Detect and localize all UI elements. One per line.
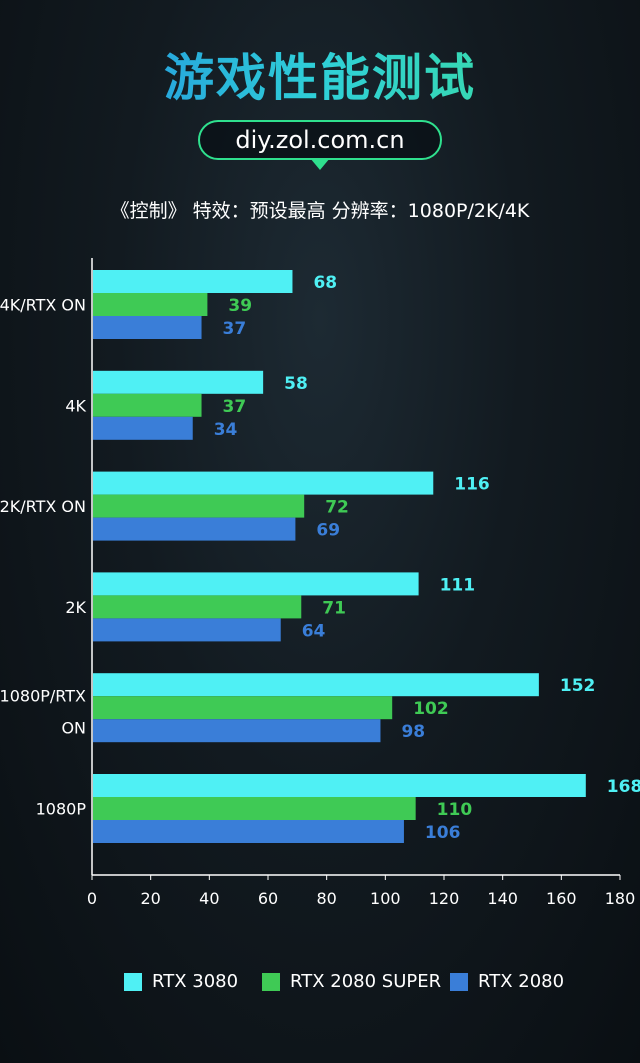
bar-value-label: 102: [413, 699, 449, 719]
legend-label: RTX 2080 SUPER: [290, 971, 442, 992]
bar: [93, 416, 193, 440]
x-tick-label: 160: [546, 889, 577, 908]
x-tick-label: 20: [140, 889, 160, 908]
bar-value-label: 71: [322, 598, 346, 618]
x-tick-label: 140: [487, 889, 518, 908]
bar-value-label: 58: [284, 374, 308, 394]
bar: [93, 673, 539, 697]
bar: [93, 316, 202, 339]
bar-value-label: 110: [437, 800, 473, 820]
x-tick-label: 0: [87, 889, 97, 908]
category-label: 2K/RTX ON: [0, 497, 86, 516]
x-tick-label: 120: [429, 889, 460, 908]
bar: [93, 270, 293, 293]
legend-label: RTX 2080: [478, 971, 565, 992]
chart-title: 游戏性能测试: [0, 38, 640, 110]
bar-value-label: 68: [313, 273, 337, 293]
bar: [93, 774, 586, 797]
chart-legend: RTX 3080 RTX 2080 SUPER RTX 2080: [0, 970, 640, 994]
bar: [93, 293, 208, 316]
bar-value-label: 111: [440, 575, 476, 595]
bar-value-label: 72: [325, 498, 349, 518]
legend-swatch: [124, 973, 142, 991]
x-tick-label: 80: [316, 889, 336, 908]
bar: [93, 471, 434, 495]
category-label: ON: [61, 719, 86, 738]
category-label: 2K: [65, 598, 86, 617]
bar: [93, 494, 305, 518]
legend-label: RTX 3080: [152, 971, 239, 992]
bar-value-label: 106: [425, 823, 461, 843]
url-pointer-icon: [310, 158, 330, 170]
category-label: 1080P/RTX: [0, 687, 86, 706]
bar-value-label: 37: [223, 397, 247, 417]
bar: [93, 797, 416, 820]
x-tick-label: 180: [605, 889, 636, 908]
x-tick-label: 40: [199, 889, 219, 908]
category-label: 1080P: [36, 800, 87, 819]
bar-value-label: 34: [214, 420, 238, 440]
bar: [93, 696, 393, 720]
bar-value-label: 152: [560, 676, 596, 696]
bar: [93, 517, 296, 541]
legend-swatch: [450, 973, 468, 991]
x-tick-label: 60: [258, 889, 278, 908]
chart-subtitle: 《控制》 特效：预设最高 分辨率：1080P/2K/4K: [110, 200, 530, 222]
bar-value-label: 168: [607, 777, 640, 797]
bar-value-label: 98: [401, 722, 425, 742]
bar: [93, 595, 302, 619]
bar-value-label: 69: [316, 521, 340, 541]
bar-value-label: 116: [454, 475, 490, 495]
bar-value-label: 37: [223, 319, 247, 339]
bar: [93, 393, 202, 417]
category-label: 4K/RTX ON: [0, 296, 86, 315]
bar: [93, 370, 264, 394]
bar: [93, 719, 381, 743]
bar: [93, 820, 404, 843]
legend-swatch: [262, 973, 280, 991]
category-label: 4K: [65, 396, 86, 415]
bar: [93, 572, 419, 596]
bar-value-label: 64: [302, 621, 326, 641]
x-tick-label: 100: [370, 889, 401, 908]
bar: [93, 618, 281, 642]
bar-value-label: 39: [228, 296, 252, 316]
source-url-badge: diy.zol.com.cn: [198, 120, 442, 160]
